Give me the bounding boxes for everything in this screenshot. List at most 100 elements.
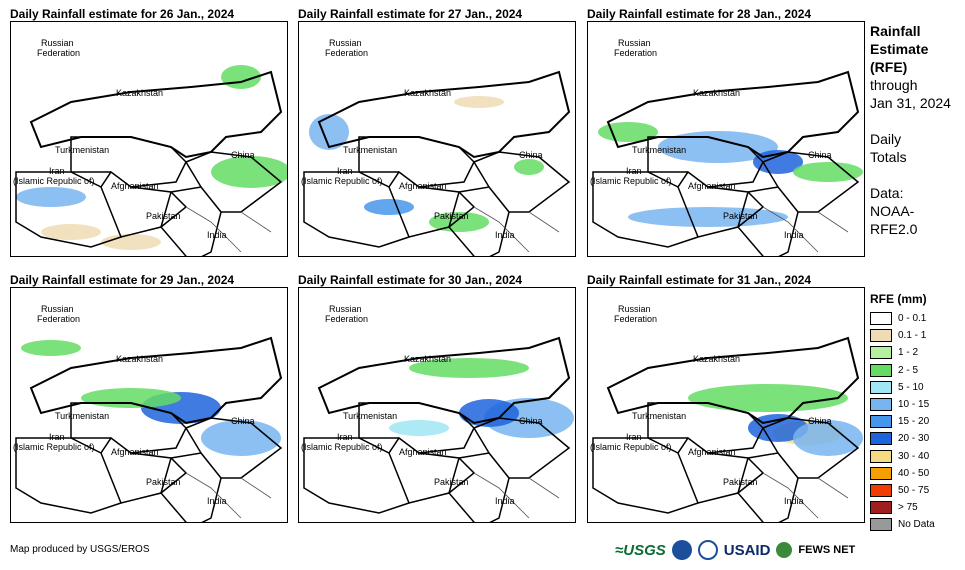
svg-text:India: India [784, 496, 804, 506]
svg-text:Kazakhstan: Kazakhstan [404, 88, 451, 98]
usaid-logo: USAID [723, 541, 771, 559]
svg-text:Russian: Russian [329, 38, 362, 48]
data-source-2: RFE2.0 [870, 221, 918, 237]
legend-label: 2 - 5 [898, 364, 919, 376]
svg-text:Russian: Russian [41, 38, 74, 48]
svg-text:Kazakhstan: Kazakhstan [116, 88, 163, 98]
svg-text:Pakistan: Pakistan [434, 211, 469, 221]
legend-item: 30 - 40 [870, 448, 935, 465]
svg-text:Pakistan: Pakistan [723, 477, 758, 487]
rainfall-panel-6: Daily Rainfall estimate for 31 Jan., 202… [587, 273, 865, 523]
svg-text:Afghanistan: Afghanistan [111, 181, 159, 191]
legend-swatch [870, 501, 892, 515]
svg-text:Turkmenistan: Turkmenistan [343, 145, 397, 155]
svg-text:China: China [808, 150, 832, 160]
legend-label: > 75 [898, 502, 918, 514]
svg-text:Turkmenistan: Turkmenistan [55, 145, 109, 155]
panel-title: Daily Rainfall estimate for 28 Jan., 202… [587, 7, 812, 21]
daily-label: Daily [870, 131, 902, 147]
rainfall-map: Russian Federation Kazakhstan Turkmenist… [10, 287, 288, 523]
svg-text:Pakistan: Pakistan [146, 477, 181, 487]
svg-text:Russian: Russian [329, 304, 362, 314]
svg-text:India: India [495, 496, 515, 506]
legend-item: 40 - 50 [870, 465, 935, 482]
legend-swatch [870, 398, 892, 412]
legend-label: 5 - 10 [898, 381, 924, 393]
rainfall-map: Russian Federation Kazakhstan Turkmenist… [587, 21, 865, 257]
svg-text:Pakistan: Pakistan [723, 211, 758, 221]
logo-bar: ≈USGS USAID FEWS NET [615, 540, 855, 560]
through-label: through [870, 77, 918, 93]
svg-text:China: China [231, 150, 255, 160]
svg-text:Kazakhstan: Kazakhstan [693, 354, 740, 364]
svg-text:Afghanistan: Afghanistan [688, 181, 736, 191]
legend-item: 20 - 30 [870, 430, 935, 447]
fewsnet-globe-icon [776, 542, 793, 558]
svg-text:(Islamic Republic of): (Islamic Republic of) [301, 176, 383, 186]
legend-item: 1 - 2 [870, 344, 935, 361]
legend-label: 50 - 75 [898, 484, 930, 496]
legend-item: 15 - 20 [870, 413, 935, 430]
legend-label: 30 - 40 [898, 450, 930, 462]
panel-title: Daily Rainfall estimate for 26 Jan., 202… [10, 7, 235, 21]
svg-text:China: China [808, 416, 832, 426]
rainfall-panel-4: Daily Rainfall estimate for 29 Jan., 202… [10, 273, 288, 523]
svg-text:Kazakhstan: Kazakhstan [693, 88, 740, 98]
legend-label: 1 - 2 [898, 347, 919, 359]
legend-label: 0.1 - 1 [898, 330, 927, 342]
panel-title: Daily Rainfall estimate for 29 Jan., 202… [10, 273, 235, 287]
svg-text:Kazakhstan: Kazakhstan [404, 354, 451, 364]
legend-item: 0 - 0.1 [870, 310, 935, 327]
svg-text:(Islamic Republic of): (Islamic Republic of) [590, 176, 672, 186]
svg-text:India: India [784, 230, 804, 240]
svg-text:Kazakhstan: Kazakhstan [116, 354, 163, 364]
legend-label: 0 - 0.1 [898, 313, 927, 325]
svg-text:Federation: Federation [325, 48, 368, 58]
svg-text:Afghanistan: Afghanistan [399, 181, 447, 191]
svg-text:Afghanistan: Afghanistan [111, 447, 159, 457]
legend-header: Rainfall Estimate (RFE) through Jan 31, … [870, 22, 965, 238]
svg-text:Iran: Iran [49, 432, 65, 442]
legend-swatch [870, 329, 892, 343]
rainfall-map: Russian Federation Kazakhstan Turkmenist… [10, 21, 288, 257]
data-source-1: NOAA- [870, 203, 915, 219]
state-seal-icon [697, 540, 718, 560]
svg-text:(Islamic Republic of): (Islamic Republic of) [13, 442, 95, 452]
noaa-logo-icon [671, 540, 692, 560]
rainfall-panel-1: Daily Rainfall estimate for 26 Jan., 202… [10, 7, 288, 257]
legend-scale-title: RFE (mm) [870, 292, 927, 306]
rainfall-panel-3: Daily Rainfall estimate for 28 Jan., 202… [587, 7, 865, 257]
rainfall-map: Russian Federation Kazakhstan Turkmenist… [298, 287, 576, 523]
totals-label: Totals [870, 149, 907, 165]
legend-label: 10 - 15 [898, 399, 930, 411]
svg-text:Turkmenistan: Turkmenistan [55, 411, 109, 421]
legend-swatch [870, 483, 892, 497]
svg-text:India: India [207, 230, 227, 240]
svg-text:China: China [231, 416, 255, 426]
svg-text:Iran: Iran [49, 166, 65, 176]
legend-title-2: Estimate [870, 41, 929, 57]
legend-swatch [870, 432, 892, 446]
panel-title: Daily Rainfall estimate for 27 Jan., 202… [298, 7, 523, 21]
legend-title: Rainfall [870, 23, 921, 39]
legend-label: 20 - 30 [898, 433, 930, 445]
svg-text:(Islamic Republic of): (Islamic Republic of) [13, 176, 95, 186]
legend-swatch [870, 312, 892, 326]
legend-swatch [870, 518, 892, 532]
svg-text:Russian: Russian [41, 304, 74, 314]
svg-text:Russian: Russian [618, 304, 651, 314]
svg-text:India: India [495, 230, 515, 240]
svg-text:Turkmenistan: Turkmenistan [632, 145, 686, 155]
usgs-logo: ≈USGS [615, 541, 666, 559]
svg-text:Iran: Iran [626, 166, 642, 176]
fewsnet-logo: FEWS NET [798, 544, 856, 556]
svg-text:Afghanistan: Afghanistan [399, 447, 447, 457]
legend-swatch [870, 415, 892, 429]
legend-label: No Data [898, 519, 935, 531]
panel-title: Daily Rainfall estimate for 30 Jan., 202… [298, 273, 523, 287]
legend-swatch [870, 466, 892, 480]
svg-text:Iran: Iran [337, 432, 353, 442]
legend-swatch [870, 380, 892, 394]
legend-item: 0.1 - 1 [870, 327, 935, 344]
legend-item: 50 - 75 [870, 482, 935, 499]
